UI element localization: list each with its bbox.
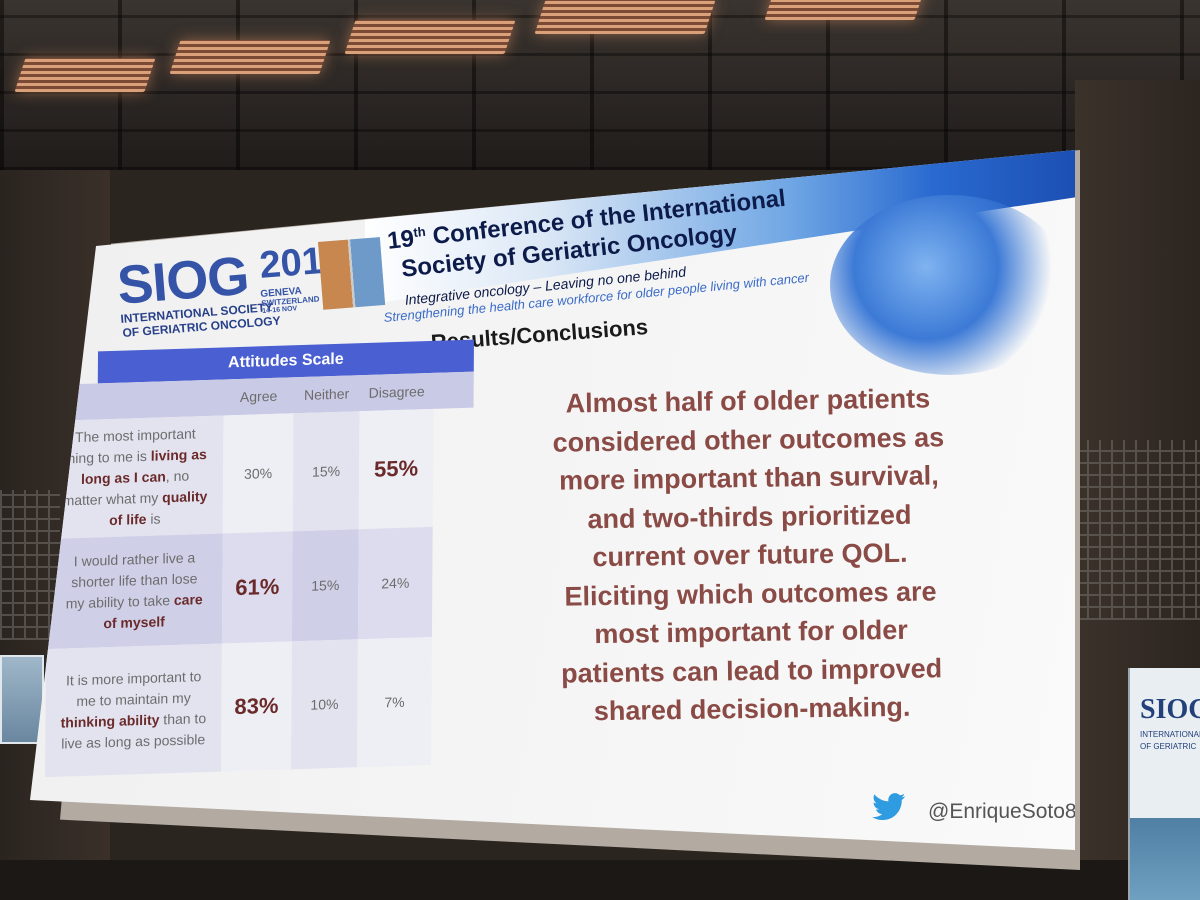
- ceiling-light: [534, 0, 716, 34]
- col-disagree: Disagree: [368, 383, 425, 401]
- attitudes-table: Attitudes Scale Agree Neither Disagree T…: [45, 339, 474, 778]
- cell-agree: 83%: [221, 641, 292, 772]
- table-row: It is more important to me to maintain m…: [45, 636, 472, 778]
- stand-brand: SIOG: [1140, 694, 1200, 725]
- col-agree: Agree: [239, 387, 278, 405]
- cell-disagree: 55%: [358, 408, 434, 530]
- stand-line2: OF GERIATRIC: [1140, 742, 1197, 751]
- stand-photo: [1130, 818, 1200, 900]
- wall-grille-left: [0, 490, 60, 640]
- stage-floor: [0, 860, 1200, 900]
- cell-agree: 61%: [221, 531, 293, 644]
- row-statement: It is more important to me to maintain m…: [45, 643, 222, 778]
- cell-neither: 15%: [292, 411, 360, 532]
- twitter-bird-icon: [872, 793, 906, 821]
- wall-grille-right: [1075, 440, 1200, 620]
- dates: 14-16 NOV: [262, 305, 298, 315]
- cell-neither: 10%: [291, 639, 358, 770]
- banner-stand-left: [0, 655, 44, 744]
- ceiling-light: [14, 58, 156, 92]
- cell-disagree: 24%: [357, 526, 433, 640]
- ceiling-light: [764, 0, 926, 20]
- cell-agree: 30%: [222, 413, 294, 534]
- cell-neither: 15%: [291, 529, 359, 642]
- ceiling: [0, 0, 1200, 170]
- col-neither: Neither: [304, 385, 350, 403]
- geneva-photos: [318, 237, 386, 310]
- stand-line1: INTERNATIONAL: [1140, 730, 1200, 739]
- table-row: The most important thing to me is living…: [46, 408, 474, 540]
- cell-disagree: 7%: [357, 636, 432, 768]
- twitter-handle: @EnriqueSoto8: [928, 800, 1077, 823]
- cell-illustration: [830, 195, 1070, 375]
- ceiling-light: [344, 20, 516, 54]
- conclusion-text: Almost half of older patients considered…: [552, 383, 945, 727]
- row-statement: I would rather live a shorter life than …: [45, 533, 223, 650]
- table-row: I would rather live a shorter life than …: [45, 526, 473, 650]
- ceiling-light: [169, 40, 331, 74]
- banner-stand-right: SIOG INTERNATIONAL OF GERIATRIC: [1128, 668, 1200, 900]
